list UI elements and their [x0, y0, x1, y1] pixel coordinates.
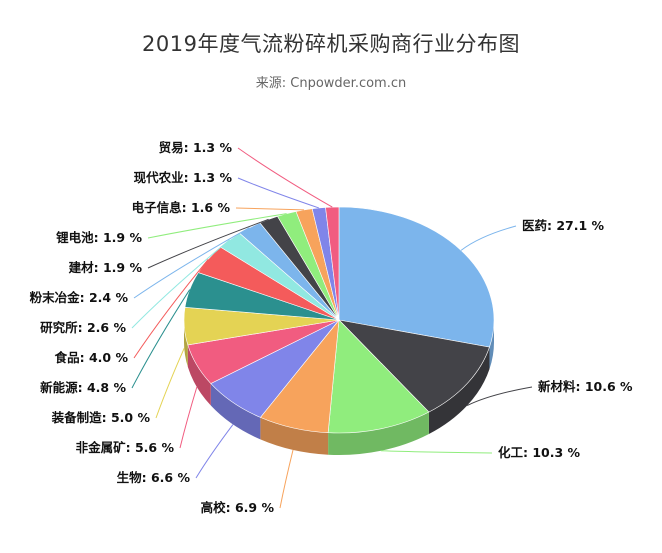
connector-2: [380, 450, 493, 454]
connector-4: [195, 424, 234, 479]
pie-side-1: [428, 347, 490, 435]
connector-0: [460, 225, 517, 251]
connector-10: [133, 227, 250, 299]
data-label-5: 非金属矿: 5.6 %: [76, 440, 175, 455]
pie-side-0: [489, 320, 494, 370]
pie-slice-0[interactable]: [338, 206, 495, 348]
chart-subtitle: 来源: Cnpowder.com.cn: [255, 76, 407, 91]
data-label-3: 高校: 6.9 %: [201, 500, 275, 515]
data-label-1: 新材料: 10.6 %: [538, 379, 633, 394]
connector-7: [131, 289, 191, 389]
data-label-8: 食品: 4.0 %: [54, 350, 129, 365]
data-label-6: 装备制造: 5.0 %: [51, 410, 151, 425]
connector-12: [147, 213, 287, 239]
data-label-7: 新能源: 4.8 %: [40, 380, 126, 395]
data-label-15: 贸易: 1.3 %: [159, 140, 233, 155]
data-label-10: 粉末冶金: 2.4 %: [30, 290, 129, 305]
connector-15: [237, 147, 333, 208]
connector-5: [179, 386, 198, 449]
connector-1: [466, 386, 533, 406]
connector-13: [235, 207, 305, 211]
pie-slice-2[interactable]: [327, 319, 430, 434]
connector-9: [131, 239, 230, 329]
data-label-13: 电子信息: 1.6 %: [132, 200, 231, 215]
pie-side-3: [260, 417, 329, 455]
data-labels: 医药: 27.1 % 新材料: 10.6 % 化工: 10.3 % 高校: 6.9 %…: [30, 140, 633, 515]
data-label-4: 生物: 6.6 %: [117, 470, 191, 485]
data-label-2: 化工: 10.3 %: [498, 445, 581, 460]
connector-11: [147, 218, 269, 269]
pie-side-4: [210, 383, 261, 440]
pie-slice-1[interactable]: [338, 319, 490, 413]
data-label-11: 建材: 1.9 %: [69, 260, 143, 275]
connector-8: [133, 258, 209, 359]
data-label-12: 锂电池: 1.9 %: [56, 230, 142, 245]
pie-side-6: [184, 320, 188, 367]
connector-3: [279, 449, 294, 509]
data-label-9: 研究所: 2.6 %: [40, 320, 126, 335]
pie-slices: [183, 206, 495, 434]
connector-14: [237, 177, 319, 209]
pie-side-5: [187, 344, 211, 406]
chart-title: 2019年度气流粉碎机采购商行业分布图: [142, 32, 520, 56]
connector-6: [155, 348, 185, 419]
data-label-0: 医药: 27.1 %: [522, 218, 605, 233]
data-label-14: 现代农业: 1.3 %: [134, 170, 233, 185]
